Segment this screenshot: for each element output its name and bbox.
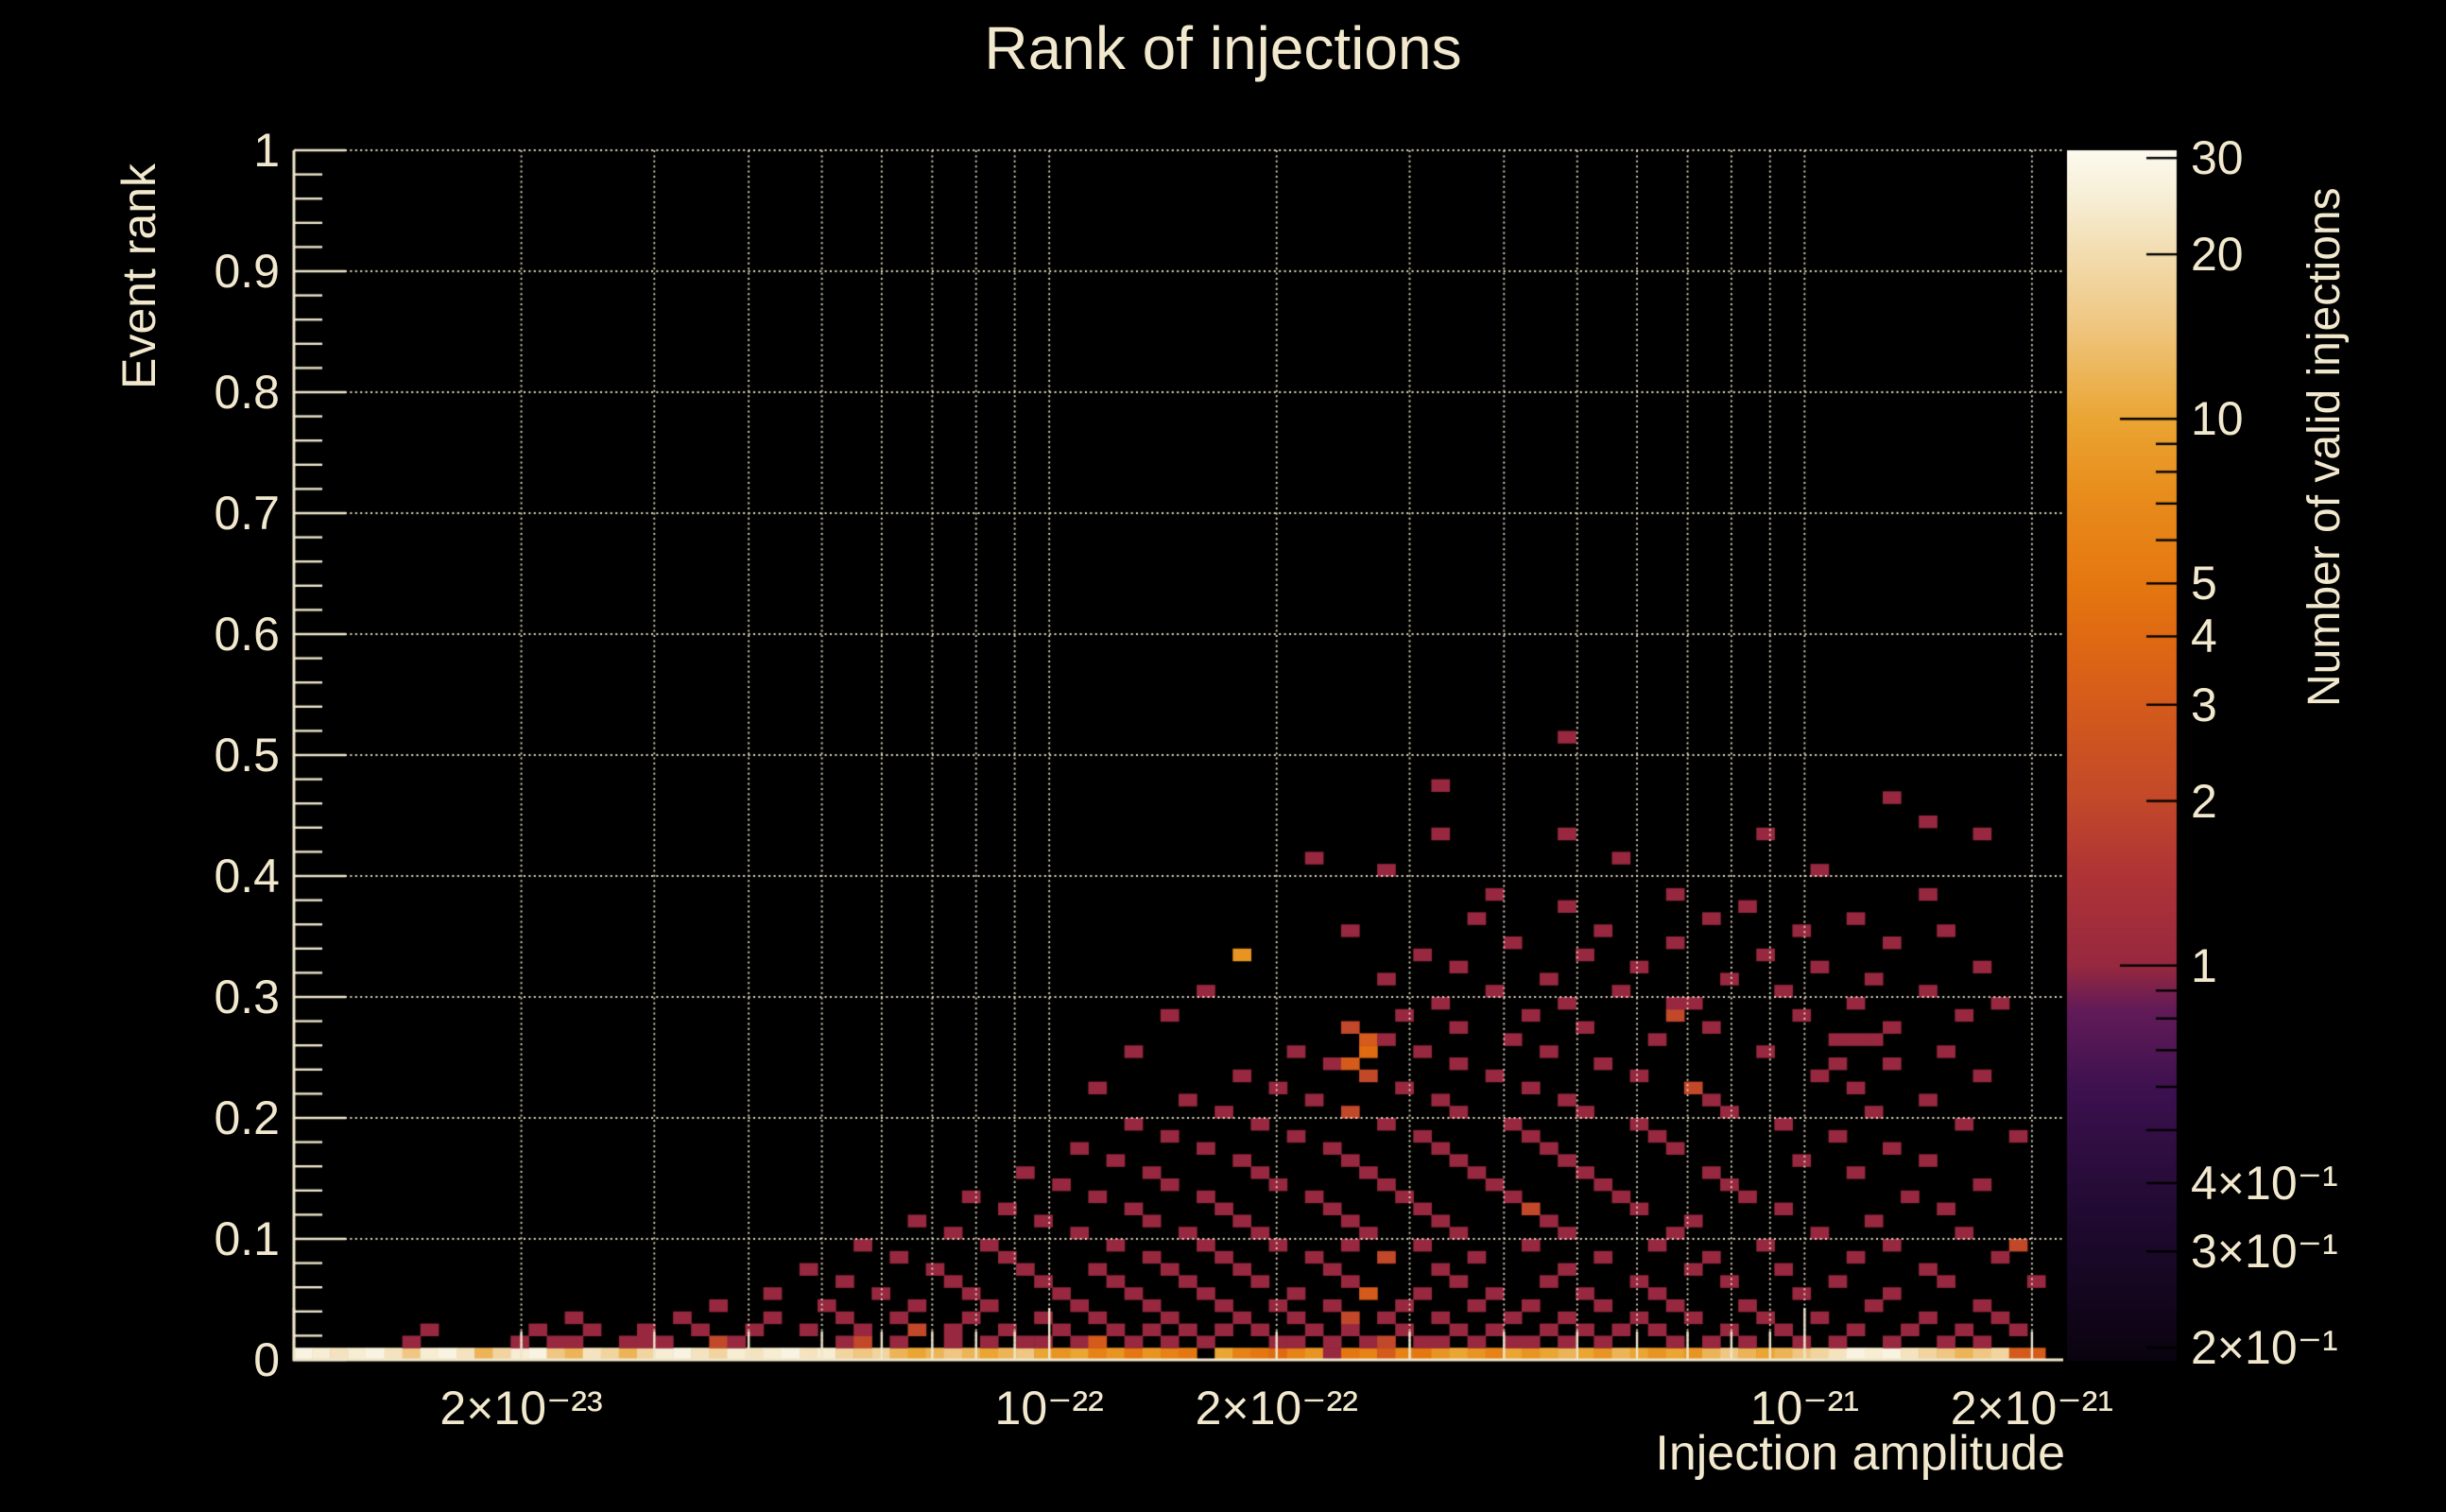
y-tick-label: 0.6 (214, 608, 280, 661)
colorbar-tick-label: 4 (2191, 610, 2217, 663)
colorbar-tick-label: 4×10⁻¹ (2191, 1156, 2338, 1210)
x-tick-label: 2×10⁻²³ (439, 1382, 603, 1435)
colorbar-tick-label: 10 (2191, 392, 2244, 446)
y-tick-label: 0.5 (214, 729, 280, 782)
colorbar-tick-label: 3 (2191, 678, 2217, 731)
colorbar-tick-label: 30 (2191, 131, 2244, 185)
y-tick-label: 0.3 (214, 971, 280, 1023)
y-tick-label: 0 (253, 1333, 280, 1386)
y-tick-label: 0.7 (214, 487, 280, 540)
chart-title: Rank of injections (984, 14, 1462, 82)
x-axis-title: Injection amplitude (1655, 1426, 2065, 1481)
y-tick-label: 0.8 (214, 366, 280, 419)
y-tick-label: 0.2 (214, 1091, 280, 1144)
colorbar-tick-label: 2×10⁻¹ (2191, 1321, 2338, 1375)
colorbar-tick-label: 2 (2191, 774, 2217, 828)
x-tick-label: 10⁻²¹ (1749, 1382, 1859, 1435)
colorbar-tick-label: 20 (2191, 228, 2244, 282)
y-tick-label: 0.4 (214, 850, 280, 902)
colorbar-tick-label: 5 (2191, 557, 2217, 610)
colorbar-tick-label: 1 (2191, 938, 2217, 992)
x-tick-label: 10⁻²² (994, 1382, 1104, 1435)
y-tick-label: 1 (253, 124, 280, 177)
y-tick-label: 0.9 (214, 245, 280, 298)
y-tick-label: 0.1 (214, 1212, 280, 1265)
colorbar-tick-label: 3×10⁻¹ (2191, 1225, 2338, 1279)
x-tick-label: 2×10⁻²² (1195, 1382, 1358, 1435)
x-tick-label: 2×10⁻²¹ (1950, 1382, 2114, 1435)
